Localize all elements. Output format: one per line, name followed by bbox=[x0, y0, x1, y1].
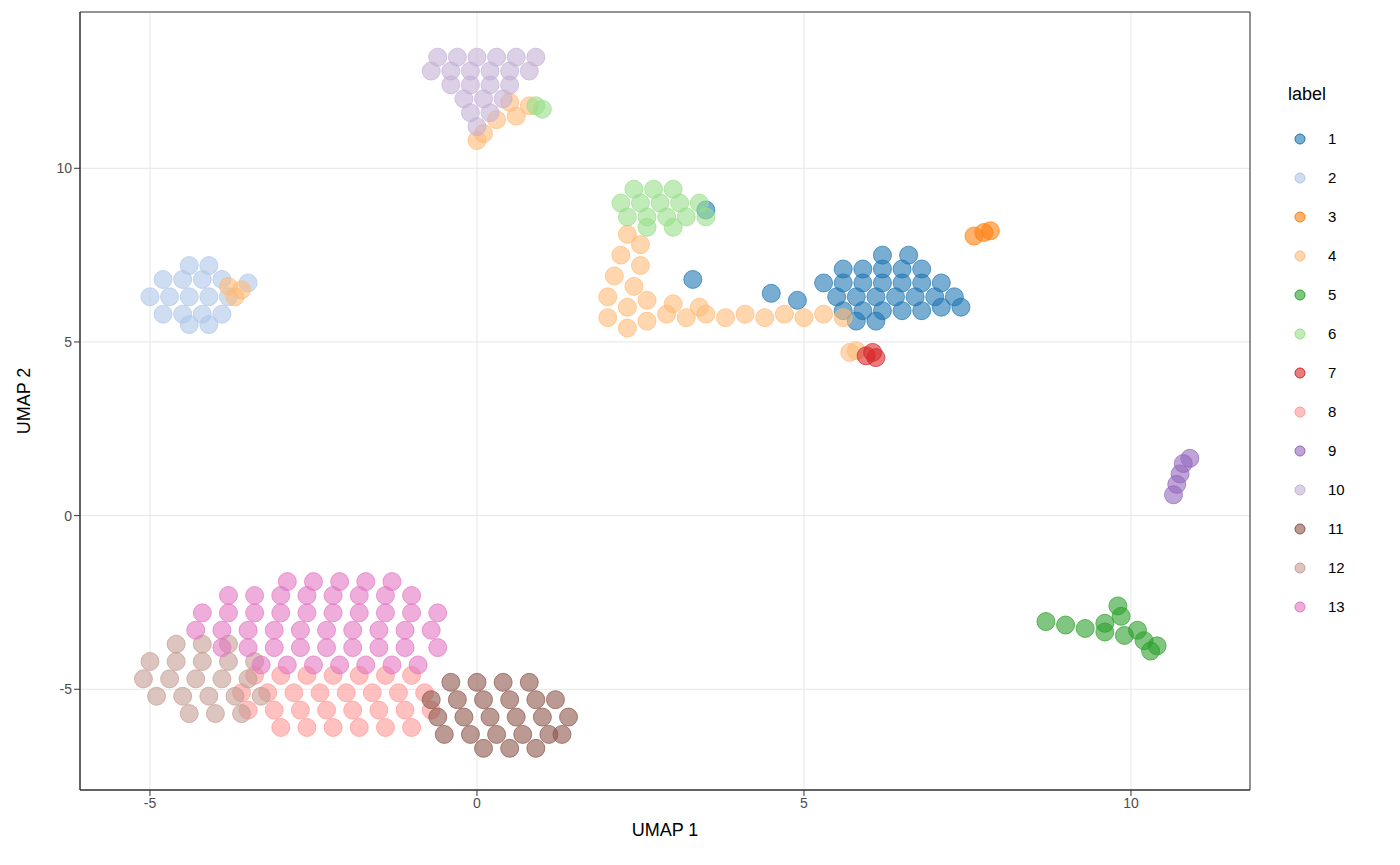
html-text:12: 12 bbox=[1328, 559, 1345, 576]
svg-text:10: 10 bbox=[56, 160, 72, 176]
svg-text:10: 10 bbox=[1123, 795, 1139, 811]
html-text:11: 11 bbox=[1328, 520, 1344, 537]
html-text:8: 8 bbox=[1328, 403, 1337, 420]
svg-text:UMAP 2: UMAP 2 bbox=[14, 368, 34, 435]
html-text:5: 5 bbox=[1328, 286, 1337, 303]
svg-text:-5: -5 bbox=[144, 795, 157, 811]
html-text:3: 3 bbox=[1328, 208, 1337, 225]
html-text:13: 13 bbox=[1328, 598, 1345, 615]
html-text:label: label bbox=[1288, 84, 1326, 104]
svg-text:0: 0 bbox=[64, 508, 72, 524]
html-text:4: 4 bbox=[1328, 247, 1337, 264]
svg-text:5: 5 bbox=[800, 795, 808, 811]
html-text:2: 2 bbox=[1328, 169, 1337, 186]
html-text:7: 7 bbox=[1328, 364, 1337, 381]
html-text:9: 9 bbox=[1328, 442, 1337, 459]
svg-text:UMAP 1: UMAP 1 bbox=[632, 820, 699, 840]
html-text:6: 6 bbox=[1328, 325, 1337, 342]
html-text:1: 1 bbox=[1328, 130, 1337, 147]
svg-text:0: 0 bbox=[473, 795, 481, 811]
svg-text:5: 5 bbox=[64, 334, 72, 350]
svg-text:-5: -5 bbox=[60, 681, 73, 697]
html-text:10: 10 bbox=[1328, 481, 1345, 498]
